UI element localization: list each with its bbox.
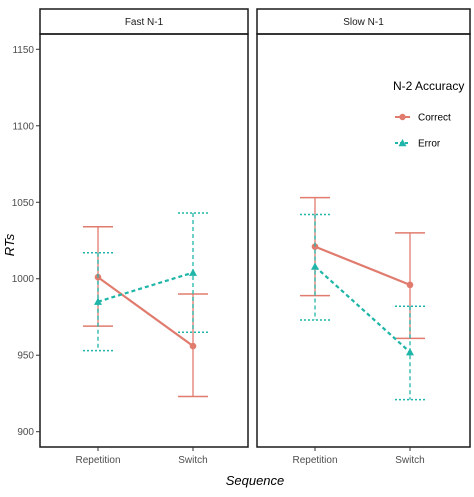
strip-label-fast: Fast N-1 [125, 17, 164, 28]
point-correct-0-1 [189, 342, 197, 350]
series-layer [83, 196, 425, 401]
y-tick-label-2: 1000 [12, 274, 35, 285]
strip-box-slow [256, 8, 471, 35]
x-tick-label-1-0: Repetition [292, 455, 337, 466]
legend-entry-error: Error [395, 139, 441, 150]
line-error-facet-0 [97, 271, 194, 303]
x-tick-label-0-0: Repetition [75, 455, 120, 466]
legend-label-error: Error [418, 139, 441, 150]
strip-box-fast [39, 8, 249, 35]
legend-entry-correct: Correct [395, 113, 451, 124]
point-error-0-0 [94, 297, 102, 305]
point-error-1-1 [406, 348, 414, 356]
legend-entries: Correct Error [395, 113, 451, 150]
facet-strips: Fast N-1 Slow N-1 [39, 8, 471, 35]
legend-key-marker-correct [399, 113, 406, 121]
x-axis: Repetition Switch Repetition Switch [75, 447, 425, 466]
y-tick-label-5: 1150 [12, 45, 34, 56]
point-correct-1-0 [311, 243, 319, 250]
series-correct-facet-1 [300, 196, 425, 340]
y-tick-label-3: 1050 [12, 198, 35, 209]
series-correct-facet-0 [83, 225, 208, 398]
legend-label-correct: Correct [418, 113, 451, 124]
line-correct-facet-1 [314, 245, 411, 286]
line-correct-facet-0 [97, 276, 194, 347]
y-axis-title: RTs [2, 233, 17, 256]
legend: N-2 Accuracy Correct Error [393, 79, 464, 150]
y-tick-label-1: 950 [17, 351, 34, 362]
point-correct-1-1 [406, 281, 414, 289]
strip-label-slow: Slow N-1 [343, 17, 384, 28]
x-tick-label-1-1: Switch [395, 455, 424, 466]
y-axis: 900 950 1000 1050 1100 1150 [12, 45, 40, 438]
line-error-facet-1 [314, 265, 411, 353]
x-tick-label-0-1: Switch [178, 455, 207, 466]
legend-title: N-2 Accuracy [393, 79, 464, 93]
series-error-facet-0 [83, 212, 208, 352]
point-error-1-0 [311, 262, 319, 270]
point-error-0-1 [189, 268, 197, 276]
panel-frame-slow [256, 33, 471, 448]
panel-frames [39, 33, 471, 448]
legend-key-marker-error [398, 139, 407, 147]
series-error-facet-1 [300, 213, 425, 401]
y-tick-label-4: 1100 [12, 121, 34, 132]
y-tick-label-0: 900 [17, 427, 34, 438]
panel-frame-fast [39, 33, 249, 448]
x-axis-title: Sequence [226, 473, 285, 488]
